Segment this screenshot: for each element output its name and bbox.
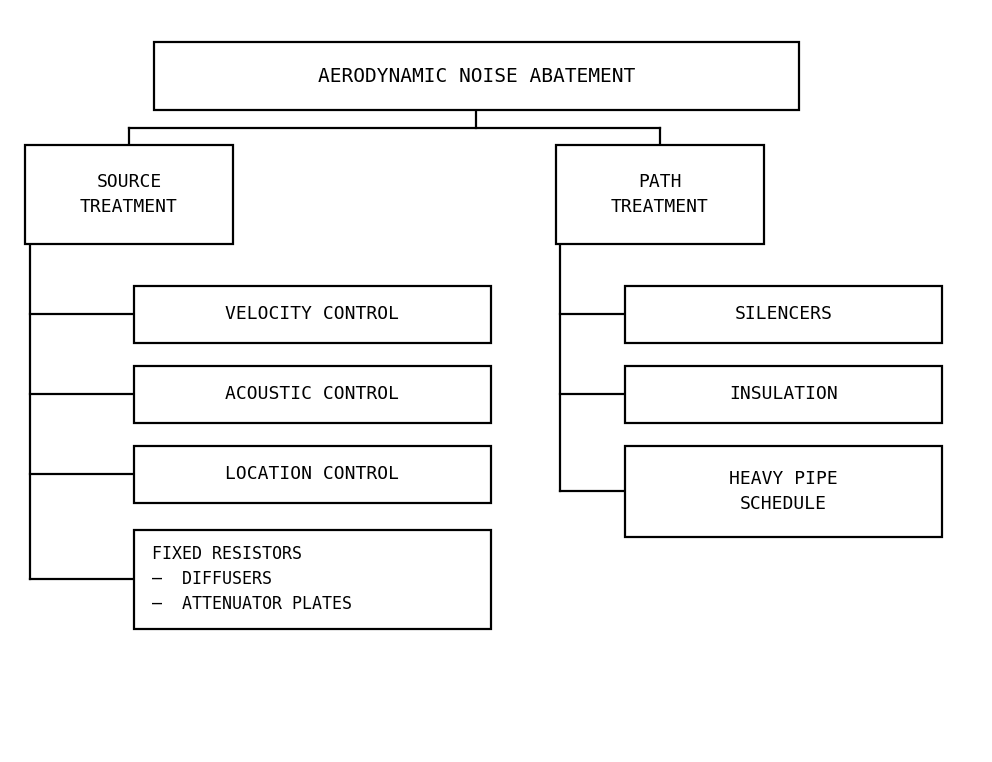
FancyBboxPatch shape	[556, 145, 764, 244]
Text: INSULATION: INSULATION	[729, 386, 838, 403]
Text: HEAVY PIPE
SCHEDULE: HEAVY PIPE SCHEDULE	[729, 470, 838, 513]
Text: SOURCE
TREATMENT: SOURCE TREATMENT	[80, 173, 178, 216]
FancyBboxPatch shape	[25, 145, 233, 244]
FancyBboxPatch shape	[154, 42, 799, 110]
FancyBboxPatch shape	[134, 530, 491, 629]
FancyBboxPatch shape	[625, 366, 942, 423]
Text: PATH
TREATMENT: PATH TREATMENT	[611, 173, 708, 216]
FancyBboxPatch shape	[625, 446, 942, 537]
Text: AERODYNAMIC NOISE ABATEMENT: AERODYNAMIC NOISE ABATEMENT	[317, 67, 635, 85]
Text: SILENCERS: SILENCERS	[735, 306, 832, 323]
Text: ACOUSTIC CONTROL: ACOUSTIC CONTROL	[225, 386, 400, 403]
FancyBboxPatch shape	[134, 446, 491, 503]
Text: VELOCITY CONTROL: VELOCITY CONTROL	[225, 306, 400, 323]
FancyBboxPatch shape	[134, 286, 491, 343]
Text: FIXED RESISTORS
–  DIFFUSERS
–  ATTENUATOR PLATES: FIXED RESISTORS – DIFFUSERS – ATTENUATOR…	[152, 545, 352, 613]
FancyBboxPatch shape	[625, 286, 942, 343]
Text: LOCATION CONTROL: LOCATION CONTROL	[225, 466, 400, 483]
FancyBboxPatch shape	[134, 366, 491, 423]
